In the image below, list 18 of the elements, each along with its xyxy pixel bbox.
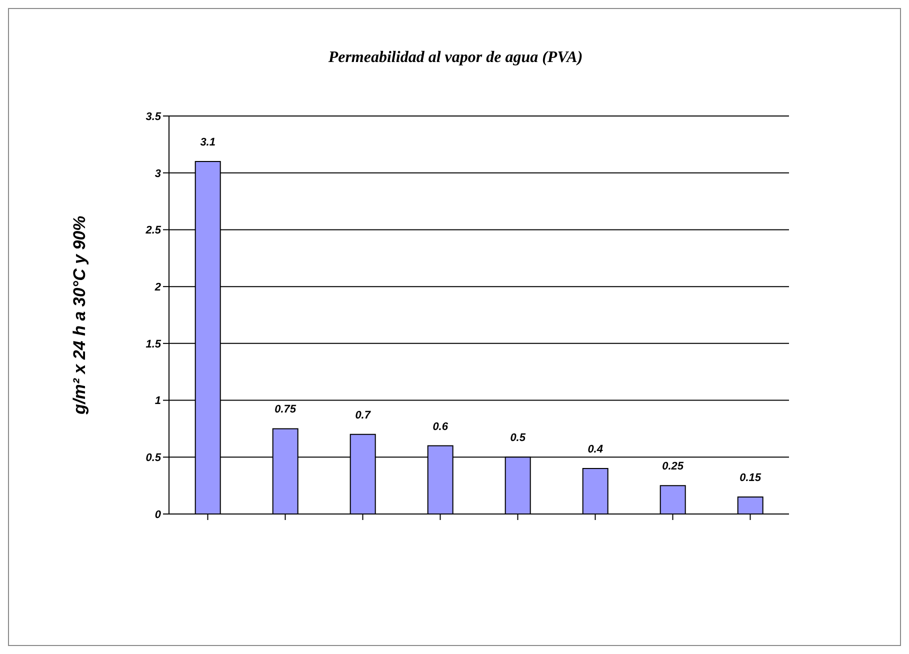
- data-label: 3.1: [200, 136, 216, 148]
- y-axis-title: g/m² x 24 h a 30°C y 90%: [70, 216, 90, 416]
- y-tick-label: 2.5: [144, 224, 162, 237]
- data-label: 0.5: [510, 432, 526, 444]
- y-tick-label: 3: [154, 168, 161, 180]
- y-tick-label: 3.5: [146, 110, 162, 123]
- data-label: 0.4: [588, 444, 603, 456]
- y-tick-label: 2: [154, 281, 161, 294]
- chart-title: Permeabilidad al vapor de agua (PVA): [327, 49, 584, 67]
- y-tick-label: 0.5: [146, 452, 162, 464]
- data-label: 0.15: [740, 472, 762, 484]
- y-tick-label: 1.5: [146, 338, 162, 350]
- data-label: 0.25: [662, 460, 684, 473]
- data-label: 0.6: [432, 420, 449, 433]
- y-tick-label: 0: [154, 508, 162, 521]
- data-label: 0.7: [355, 409, 372, 422]
- data-label: 0.75: [274, 404, 297, 416]
- y-tick-label: 1: [154, 395, 161, 408]
